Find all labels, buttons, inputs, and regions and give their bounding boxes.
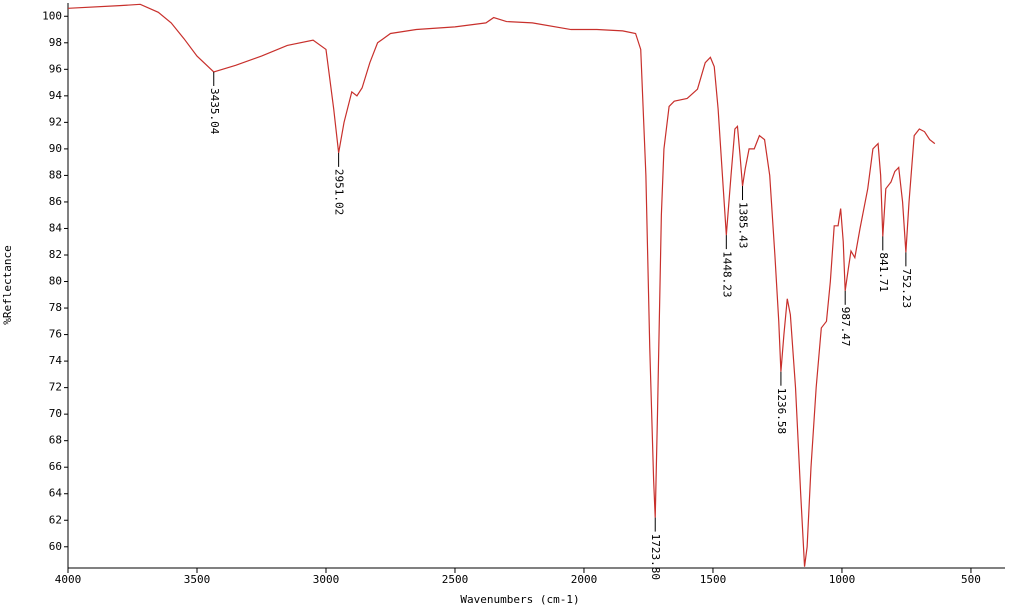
y-tick-label: 86	[49, 195, 62, 208]
y-tick-label: 92	[49, 115, 62, 128]
peak-label: 1448.23	[720, 251, 733, 297]
spectrum-line	[67, 3, 936, 567]
y-tick-label: 90	[49, 142, 62, 155]
y-tick-label: 60	[49, 540, 62, 553]
x-tick-label: 1000	[829, 573, 856, 586]
peak-label: 841.71	[877, 252, 890, 292]
x-tick-label: 1500	[700, 573, 727, 586]
peak-label: 3435.04	[208, 88, 221, 135]
y-tick-label: 100	[42, 9, 62, 22]
y-tick-label: 66	[49, 460, 62, 473]
x-tick-label: 3000	[313, 573, 340, 586]
y-tick-label: 78	[49, 301, 62, 314]
y-tick-label: 98	[49, 36, 62, 49]
x-tick-label: 2500	[442, 573, 469, 586]
y-tick-label: 70	[49, 407, 62, 420]
peak-label: 1236.58	[775, 388, 788, 434]
y-tick-label: 62	[49, 513, 62, 526]
peak-label: 752.23	[900, 268, 913, 308]
y-tick-label: 76	[49, 328, 62, 341]
x-tick-label: 3500	[184, 573, 211, 586]
y-tick-label: 72	[49, 381, 62, 394]
y-axis-title: %Reflectance	[1, 245, 14, 324]
y-tick-label: 74	[49, 354, 63, 367]
peak-label: 1385.43	[737, 202, 750, 248]
y-tick-label: 80	[49, 275, 62, 288]
peak-label: 2951.02	[333, 169, 346, 215]
x-tick-label: 4000	[55, 573, 82, 586]
y-tick-label: 96	[49, 62, 62, 75]
y-tick-label: 84	[49, 221, 63, 234]
y-tick-label: 82	[49, 248, 62, 261]
x-axis-title: Wavenumbers (cm-1)	[460, 593, 579, 606]
y-tick-label: 88	[49, 168, 62, 181]
x-tick-label: 2000	[571, 573, 598, 586]
y-tick-label: 94	[49, 89, 63, 102]
x-tick-label: 500	[961, 573, 981, 586]
peak-label: 987.47	[839, 307, 852, 347]
y-tick-label: 68	[49, 434, 62, 447]
y-tick-label: 64	[49, 487, 63, 500]
peak-label: 1723.80	[649, 534, 662, 580]
